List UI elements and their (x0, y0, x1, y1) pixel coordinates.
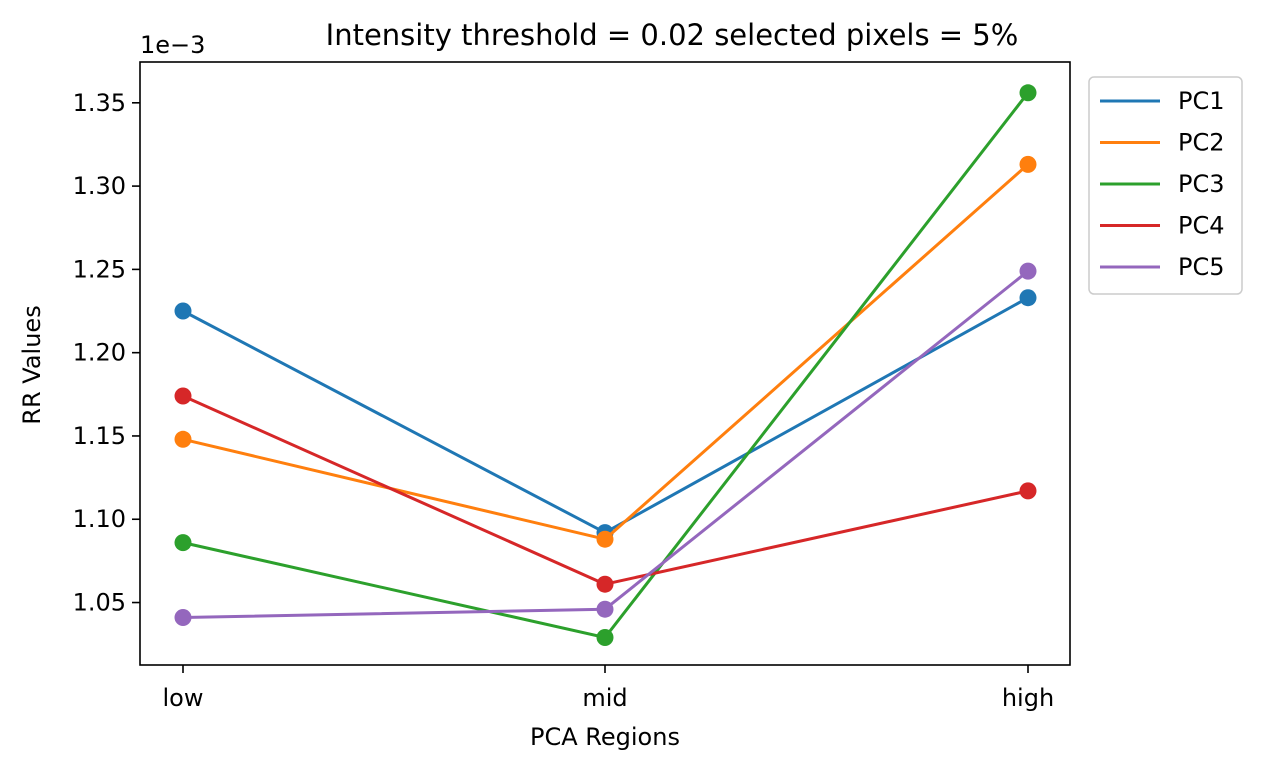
series-line-pc1 (182, 296, 1029, 535)
legend-label-pc1: PC1 (1178, 87, 1225, 115)
data-point-pc4 (1019, 482, 1037, 500)
y-axis-offset-label: 1e−3 (140, 31, 205, 59)
chart-title: Intensity threshold = 0.02 selected pixe… (326, 18, 1019, 52)
series-line-pc3 (182, 91, 1030, 639)
y-tick-label: 1.35 (73, 89, 126, 117)
legend-box (1088, 76, 1243, 295)
legend-label-pc4: PC4 (1178, 212, 1225, 240)
data-point-pc2 (596, 530, 614, 548)
legend-label-pc5: PC5 (1178, 253, 1225, 281)
series-line-pc5 (182, 269, 1029, 619)
data-point-pc1 (174, 302, 192, 320)
y-tick-label: 1.10 (73, 505, 126, 533)
data-point-pc5 (174, 609, 192, 626)
y-tick-label: 1.25 (73, 255, 126, 283)
y-tick-label: 1.20 (73, 339, 126, 367)
data-point-pc4 (596, 575, 614, 593)
legend-label-pc3: PC3 (1178, 170, 1225, 198)
plot-area: 1.05 1.10 1.15 1.20 1.25 1.30 1.35 low mid high (73, 61, 1071, 712)
data-point-pc1 (1019, 289, 1037, 307)
y-tick-label: 1.30 (73, 172, 126, 200)
data-point-pc2 (174, 430, 192, 448)
y-tick-label: 1.15 (73, 422, 126, 450)
data-point-pc2 (1019, 155, 1037, 173)
data-point-pc3 (174, 534, 192, 552)
x-tick-label: mid (582, 684, 627, 712)
series-line-pc4 (182, 394, 1029, 586)
x-tick-label: high (1002, 684, 1054, 712)
data-point-pc5 (596, 600, 614, 618)
axes-frame (139, 61, 1071, 666)
data-point-pc3 (1019, 84, 1037, 102)
x-tick-label: low (163, 684, 204, 712)
legend-label-pc2: PC2 (1178, 129, 1225, 157)
y-axis-label: RR Values (18, 305, 46, 424)
data-point-pc3 (596, 629, 614, 646)
data-point-pc4 (174, 387, 192, 405)
series-line-pc2 (182, 163, 1029, 541)
data-point-pc5 (1019, 262, 1037, 280)
x-axis-label: PCA Regions (530, 723, 680, 751)
y-tick-label: 1.05 (73, 589, 126, 617)
legend: PC1 PC2 PC3 PC4 PC5 (1088, 76, 1243, 295)
